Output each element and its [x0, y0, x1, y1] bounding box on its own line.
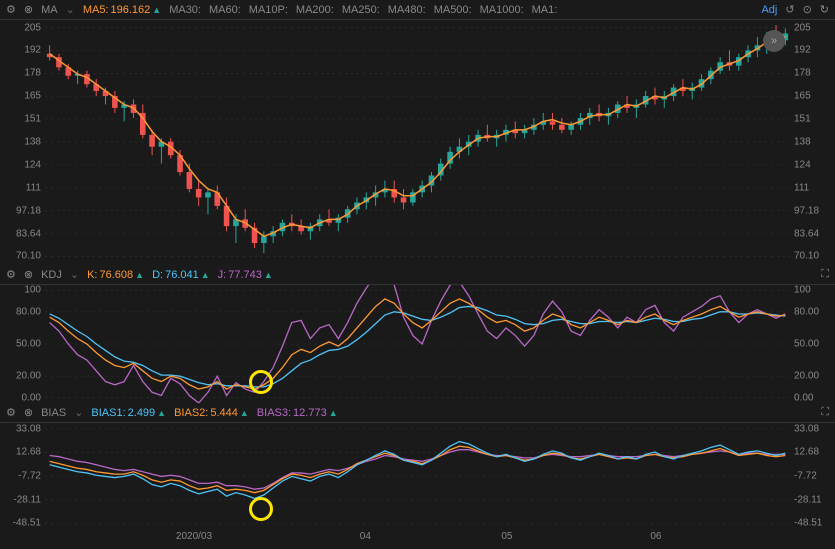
y-tick: -7.72 [0, 471, 45, 482]
undo-icon[interactable]: ↺ [785, 3, 794, 16]
y-tick: 80.00 [790, 306, 835, 317]
y-tick: 192 [0, 45, 45, 56]
indicator-4: MA200: [296, 4, 334, 16]
indicator-3: MA10P: [249, 4, 288, 16]
y-tick: -28.11 [790, 494, 835, 505]
indicator-0: MA5:196.162▲ [83, 4, 161, 16]
y-tick: 138 [0, 136, 45, 147]
kdj-chart[interactable] [45, 285, 790, 403]
y-tick: 70.10 [0, 251, 45, 262]
x-tick: 06 [650, 531, 661, 542]
y-tick: 178 [790, 68, 835, 79]
y-tick: 33.08 [0, 423, 45, 434]
x-tick: 2020/03 [176, 531, 212, 542]
gear-icon[interactable]: ⚙ [6, 406, 16, 419]
bias-panel: ⚙ ⊗ BIAS ⌄ BIAS1:2.499▲ BIAS2:5.444▲ BIA… [0, 403, 835, 531]
y-tick: 205 [0, 22, 45, 33]
x-tick: 04 [360, 531, 371, 542]
y-axis-right: 205 192 178 165 151 138 124 111 97.18 83.64 70.10 [790, 20, 835, 265]
y-tick: 165 [0, 91, 45, 102]
close-icon[interactable]: ⊗ [24, 3, 33, 16]
price-panel: ⚙ ⊗ MA ⌄ MA5:196.162▲ MA30: MA60: MA10P:… [0, 0, 835, 265]
y-tick: 192 [790, 45, 835, 56]
y-tick: 138 [790, 136, 835, 147]
y-tick: 50.00 [790, 339, 835, 350]
indicator-7: MA500: [434, 4, 472, 16]
y-tick: 12.68 [790, 447, 835, 458]
y-tick: 0.00 [0, 392, 45, 403]
y-axis-right: 100 80.00 50.00 20.00 0.00 [790, 285, 835, 403]
y-tick: 12.68 [0, 447, 45, 458]
skip-forward-icon[interactable]: » [763, 30, 785, 52]
close-icon[interactable]: ⊗ [24, 268, 33, 281]
panel-header: ⚙ ⊗ KDJ ⌄ K:76.608▲ D:76.041▲ J:77.743▲ ⛶ [0, 265, 835, 285]
y-tick: 124 [790, 159, 835, 170]
indicator-1: MA30: [169, 4, 201, 16]
chevron-down-icon[interactable]: ⌄ [70, 268, 79, 281]
y-tick: 97.18 [790, 205, 835, 216]
chevron-down-icon[interactable]: ⌄ [66, 3, 75, 16]
y-tick: -48.51 [0, 518, 45, 529]
annotation-circle [249, 370, 273, 394]
panel-title: MA [41, 4, 58, 16]
y-tick: 100 [0, 285, 45, 296]
y-tick: 124 [0, 159, 45, 170]
y-tick: -28.11 [0, 494, 45, 505]
y-tick: 151 [790, 114, 835, 125]
indicator-8: MA1000: [480, 4, 524, 16]
y-tick: 80.00 [0, 306, 45, 317]
y-tick: 20.00 [790, 371, 835, 382]
indicator-6: MA480: [388, 4, 426, 16]
indicator-0: K:76.608▲ [87, 269, 144, 281]
indicator-2: J:77.743▲ [218, 269, 273, 281]
y-tick: -48.51 [790, 518, 835, 529]
indicator-9: MA1: [532, 4, 558, 16]
y-tick: 151 [0, 114, 45, 125]
y-axis-left: 33.08 12.68 -7.72 -28.11 -48.51 [0, 423, 45, 531]
y-tick: 97.18 [0, 205, 45, 216]
y-tick: 83.64 [790, 228, 835, 239]
y-tick: 33.08 [790, 423, 835, 434]
y-tick: -7.72 [790, 471, 835, 482]
y-tick: 100 [790, 285, 835, 296]
bias-chart[interactable] [45, 423, 790, 531]
annotation-circle [249, 497, 273, 521]
y-tick: 165 [790, 91, 835, 102]
chevron-down-icon[interactable]: ⌄ [74, 406, 83, 419]
indicator-2: MA60: [209, 4, 241, 16]
expand-icon[interactable]: ⛶ [821, 268, 829, 281]
redo-icon[interactable]: ↻ [820, 3, 829, 16]
panel-title: KDJ [41, 269, 62, 281]
y-tick: 205 [790, 22, 835, 33]
indicator-2: BIAS3:12.773▲ [257, 407, 338, 419]
panel-header: ⚙ ⊗ MA ⌄ MA5:196.162▲ MA30: MA60: MA10P:… [0, 0, 835, 20]
y-axis-left: 205 192 178 165 151 138 124 111 97.18 83.64 70.10 [0, 20, 45, 265]
y-tick: 70.10 [790, 251, 835, 262]
panel-header: ⚙ ⊗ BIAS ⌄ BIAS1:2.499▲ BIAS2:5.444▲ BIA… [0, 403, 835, 423]
x-axis: 2020/03 04 05 06 [45, 531, 790, 549]
gear-icon[interactable]: ⚙ [6, 268, 16, 281]
indicator-1: BIAS2:5.444▲ [174, 407, 249, 419]
indicator-5: MA250: [342, 4, 380, 16]
y-tick: 83.64 [0, 228, 45, 239]
expand-icon[interactable]: ⛶ [821, 406, 829, 419]
y-axis-right: 33.08 12.68 -7.72 -28.11 -48.51 [790, 423, 835, 531]
indicator-0: BIAS1:2.499▲ [91, 407, 166, 419]
indicator-1: D:76.041▲ [152, 269, 210, 281]
y-tick: 20.00 [0, 371, 45, 382]
y-tick: 111 [0, 182, 45, 193]
close-icon[interactable]: ⊗ [24, 406, 33, 419]
y-tick: 0.00 [790, 392, 835, 403]
y-tick: 111 [790, 182, 835, 193]
y-tick: 178 [0, 68, 45, 79]
panel-title: BIAS [41, 407, 66, 419]
y-tick: 50.00 [0, 339, 45, 350]
gear-icon[interactable]: ⚙ [6, 3, 16, 16]
price-chart[interactable] [45, 20, 790, 265]
kdj-panel: ⚙ ⊗ KDJ ⌄ K:76.608▲ D:76.041▲ J:77.743▲ ⛶… [0, 265, 835, 403]
x-tick: 05 [501, 531, 512, 542]
y-axis-left: 100 80.00 50.00 20.00 0.00 [0, 285, 45, 403]
home-icon[interactable]: ⊙ [803, 3, 812, 16]
adj-label[interactable]: Adj [761, 4, 777, 16]
